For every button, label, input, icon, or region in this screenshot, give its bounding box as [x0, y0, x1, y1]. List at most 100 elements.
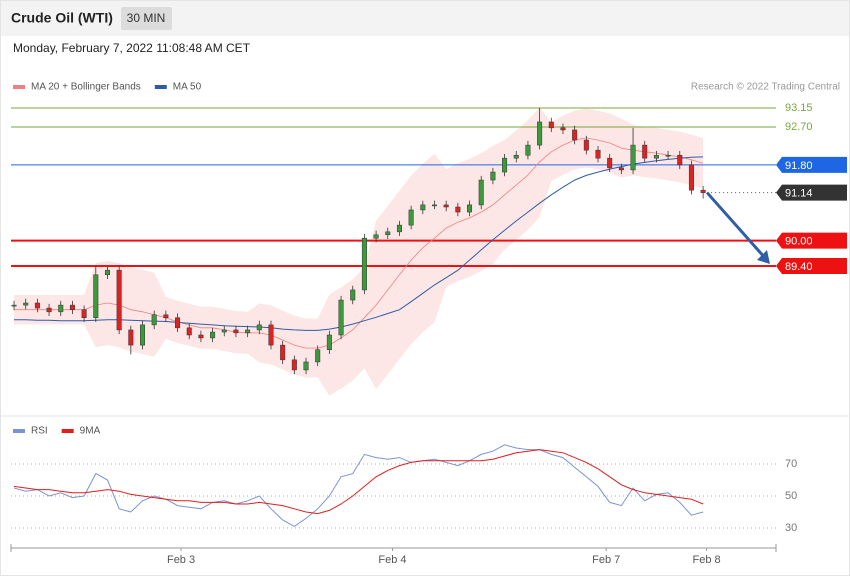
candle-body — [396, 224, 402, 233]
x-tick-label: Feb 3 — [167, 554, 195, 566]
level-label: 90.00 — [785, 236, 813, 248]
last-price-label: 91.14 — [785, 188, 813, 200]
forecast-arrowhead — [757, 249, 770, 264]
candle-body — [140, 324, 146, 346]
candle-body — [34, 302, 40, 309]
x-tick-label: Feb 7 — [592, 554, 620, 566]
candle-body — [69, 304, 75, 310]
candle-body — [548, 121, 554, 129]
candle-body — [408, 209, 414, 226]
candle-body — [618, 167, 624, 171]
legend-label: MA 20 + Bollinger Bands — [31, 82, 141, 93]
candle-body — [350, 289, 356, 301]
candle-body — [256, 324, 262, 331]
candle-body — [233, 329, 239, 334]
last-price-tag — [776, 184, 847, 201]
legend-swatch — [154, 85, 167, 89]
candle-body — [104, 269, 110, 276]
ma-line — [14, 156, 704, 331]
candle-body — [572, 129, 578, 141]
candle-body — [116, 269, 122, 331]
y-tick-label: 70 — [785, 458, 797, 470]
candle-body — [431, 204, 437, 207]
candle-body — [443, 204, 449, 208]
candle-body — [186, 327, 192, 336]
candle-body — [385, 231, 391, 236]
series-line — [13, 449, 704, 515]
candle-body — [420, 204, 426, 211]
candle-body — [221, 329, 227, 333]
candle-body — [303, 361, 309, 371]
timeframe-pill — [121, 7, 172, 30]
legend-label: 9MA — [80, 426, 101, 437]
candle-body — [373, 234, 379, 239]
credit: Research © 2022 Trading Central — [691, 82, 840, 93]
level-label: 89.40 — [785, 261, 813, 273]
candle-body — [93, 274, 99, 318]
candle-body — [268, 324, 274, 346]
candle-body — [490, 171, 496, 181]
legend-label: RSI — [31, 426, 48, 437]
candle-body — [210, 331, 216, 339]
timeframe: 30 MIN — [127, 11, 166, 25]
y-tick-label: 30 — [785, 522, 797, 534]
level-label: 93.15 — [785, 102, 813, 114]
x-tick-label: Feb 4 — [378, 554, 406, 566]
candle-body — [326, 334, 332, 350]
candle-body — [245, 329, 251, 334]
candle-body — [338, 299, 344, 336]
rsi-panel: RSI 9MA 30 50 70 Feb 3 Feb 4 Feb 7 Feb 8 — [10, 426, 797, 566]
y-tick-label: 50 — [785, 490, 797, 502]
series-line — [13, 444, 704, 527]
candle-body — [630, 144, 636, 171]
candle-body — [560, 127, 566, 131]
level-tag — [776, 156, 847, 173]
candle-body — [198, 334, 204, 339]
legend-swatch — [13, 429, 25, 433]
level-tag — [776, 232, 847, 249]
candle-body — [175, 317, 181, 329]
legend-swatch — [13, 85, 25, 89]
price-panel: MA 20 + Bollinger Bands MA 50 93.15 92.70 91… — [11, 82, 847, 396]
forecast-arrow — [705, 191, 767, 259]
candle-body — [128, 329, 134, 346]
candle-body — [502, 157, 508, 173]
level-label: 91.80 — [785, 160, 813, 172]
candle-body — [280, 344, 286, 361]
candle-body — [525, 144, 531, 156]
candle-body — [455, 206, 461, 213]
candle-body — [607, 157, 613, 169]
candle-body — [688, 164, 694, 191]
level-tag — [776, 257, 847, 274]
legend-label: MA 50 — [173, 82, 202, 93]
candle-body — [642, 144, 648, 159]
candle-body — [23, 302, 29, 306]
candle-body — [81, 309, 87, 318]
candle-body — [513, 154, 519, 159]
candle-body — [478, 179, 484, 206]
candle-body — [58, 304, 64, 313]
candle-body — [163, 314, 169, 318]
candle-body — [291, 359, 297, 371]
candle-body — [151, 314, 157, 326]
legend-swatch — [61, 429, 74, 433]
title: Crude Oil (WTI) — [11, 10, 113, 26]
candle-body — [537, 121, 543, 146]
candle-body — [467, 204, 473, 213]
ma-line — [14, 137, 704, 349]
candle-body — [583, 139, 589, 151]
candle-body — [677, 154, 683, 166]
candle-body — [653, 154, 659, 159]
candle-body — [315, 349, 321, 363]
level-label: 92.70 — [785, 121, 813, 133]
candle-body — [665, 154, 671, 157]
candle-body — [46, 307, 52, 313]
candle-body — [700, 189, 706, 193]
x-tick-label: Feb 8 — [693, 554, 721, 566]
candle-body — [595, 149, 601, 159]
candle-body — [11, 304, 17, 307]
candle-body — [361, 237, 367, 291]
timestamp: Monday, February 7, 2022 11:08:48 AM CET — [13, 41, 251, 55]
